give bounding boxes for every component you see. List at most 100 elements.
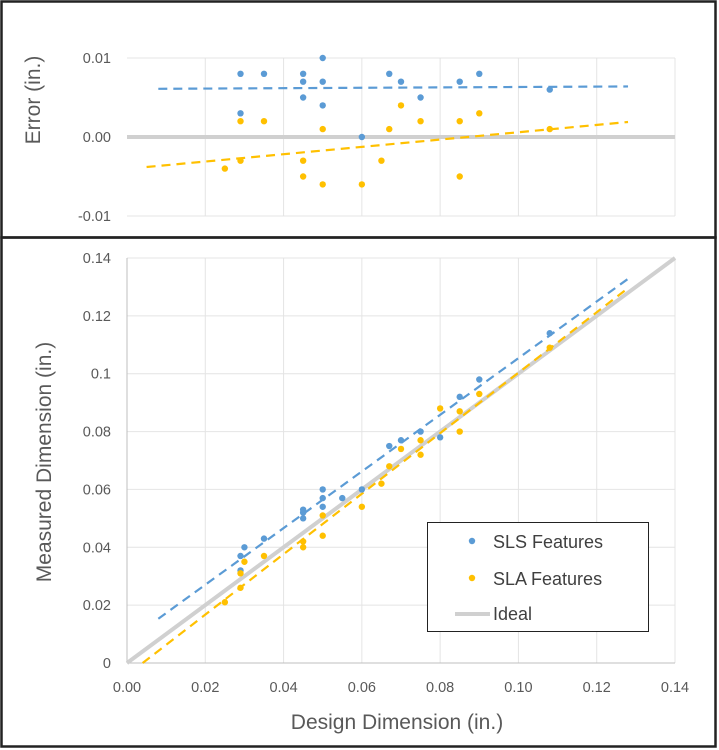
bottom-point-sls	[237, 552, 244, 560]
top-point-sls	[319, 102, 326, 109]
bottom-panel-frame	[0, 236, 717, 748]
bottom-chart-y-axis-title: Measured Dimension (in.)	[33, 342, 56, 582]
bottom-point-sla	[386, 463, 393, 470]
bottom-point-sla	[397, 445, 405, 453]
top-point-sls	[299, 94, 307, 101]
bottom-chart-ideal-line	[125, 256, 677, 665]
bottom-point-sls	[241, 544, 248, 551]
bottom-point-sls	[546, 330, 553, 337]
bottom-point-sls	[299, 506, 307, 513]
bottom-x-tick-label: 0.14	[661, 680, 689, 696]
bottom-y-tick-label: 0	[103, 656, 111, 672]
bottom-point-sla	[546, 344, 553, 351]
top-point-sls	[299, 78, 307, 85]
bottom-point-sla	[237, 584, 244, 591]
top-y-tick-label: -0.01	[78, 209, 111, 225]
top-point-sls	[260, 70, 268, 78]
legend-marker-sls	[468, 537, 476, 545]
top-point-sls	[417, 94, 424, 101]
top-y-tick-label: 0.00	[83, 130, 111, 146]
bottom-point-sls	[319, 486, 326, 493]
bottom-point-sla	[476, 390, 483, 398]
bottom-point-sls	[319, 503, 326, 510]
legend-label-sla: SLA Features	[493, 569, 602, 589]
top-point-sla	[378, 157, 385, 164]
bottom-point-sla	[319, 532, 326, 539]
top-chart-y-tick-labels: 0.01 0.00 -0.01	[78, 51, 111, 225]
legend: SLS Features SLA Features Ideal	[427, 522, 649, 632]
top-chart-points	[221, 54, 553, 188]
bottom-y-tick-label: 0.02	[83, 598, 111, 614]
ideal-line	[125, 256, 677, 665]
bottom-point-sla	[456, 428, 463, 435]
bottom-x-tick-label: 0.08	[426, 680, 454, 696]
top-point-sls	[397, 78, 405, 85]
bottom-point-sls	[397, 437, 405, 444]
top-point-sls	[358, 133, 366, 141]
bottom-point-sla	[241, 558, 248, 565]
top-chart-y-axis-title: Error (in.)	[22, 56, 45, 145]
bottom-chart-x-tick-labels: 0.00 0.02 0.04 0.06 0.08 0.10 0.12 0.14	[113, 680, 689, 696]
top-point-sla	[476, 110, 483, 117]
bottom-y-tick-label: 0.14	[83, 251, 111, 267]
bottom-x-tick-label: 0.04	[269, 680, 297, 696]
bottom-point-sls	[260, 535, 268, 542]
top-point-sls	[237, 70, 244, 78]
top-y-tick-label: 0.01	[83, 51, 111, 67]
bottom-point-sls	[386, 442, 393, 450]
top-point-sls	[386, 70, 393, 78]
top-point-sla	[260, 118, 268, 125]
legend-label-sls: SLS Features	[493, 532, 603, 552]
top-point-sla	[397, 102, 405, 109]
bottom-y-tick-label: 0.04	[83, 540, 111, 556]
top-point-sla	[456, 173, 463, 180]
bottom-point-sla	[417, 437, 424, 444]
legend-label-ideal: Ideal	[493, 604, 532, 624]
top-point-sla	[237, 157, 244, 164]
top-point-sls	[546, 86, 553, 93]
top-point-sla	[358, 181, 366, 188]
legend-marker-sla	[468, 574, 476, 582]
bottom-y-tick-label: 0.08	[83, 425, 111, 441]
bottom-y-tick-label: 0.12	[83, 309, 111, 325]
bottom-x-tick-label: 0.10	[504, 680, 532, 696]
top-point-sla	[237, 118, 244, 125]
bottom-point-sla	[358, 503, 366, 510]
bottom-point-sla	[378, 480, 385, 487]
bottom-x-tick-label: 0.06	[348, 680, 376, 696]
top-panel-frame	[0, 0, 717, 239]
bottom-point-sls	[339, 494, 346, 502]
top-point-sls	[456, 78, 463, 85]
top-point-sls	[237, 110, 244, 117]
bottom-chart-axes	[126, 258, 675, 664]
bottom-point-sla	[237, 570, 244, 577]
bottom-point-sls	[319, 494, 326, 502]
bottom-point-sls	[299, 515, 307, 522]
top-point-sls	[319, 54, 326, 62]
top-trendline-sls	[158, 85, 629, 90]
bottom-point-sla	[436, 405, 444, 412]
bottom-x-tick-label: 0.12	[583, 680, 611, 696]
top-point-sla	[456, 118, 463, 125]
top-point-sls	[299, 70, 307, 78]
top-point-sla	[319, 181, 326, 188]
top-point-sls	[476, 70, 483, 78]
bottom-point-sls	[358, 486, 366, 493]
bottom-point-sla	[299, 544, 307, 551]
top-point-sla	[319, 125, 326, 133]
bottom-point-sls	[417, 428, 424, 435]
bottom-point-sla	[456, 408, 463, 415]
bottom-x-tick-label: 0.00	[113, 680, 141, 696]
top-point-sla	[299, 173, 307, 180]
bottom-point-sls	[456, 393, 463, 401]
bottom-y-tick-label: 0.1	[91, 367, 111, 383]
bottom-point-sla	[417, 451, 424, 458]
bottom-chart-x-axis-title: Design Dimension (in.)	[291, 711, 503, 734]
top-point-sla	[417, 118, 424, 125]
top-point-sls	[319, 78, 326, 85]
bottom-trendline-sla	[141, 287, 629, 664]
bottom-chart-points	[221, 330, 553, 606]
bottom-point-sla	[319, 512, 326, 519]
bottom-point-sla	[221, 599, 229, 606]
